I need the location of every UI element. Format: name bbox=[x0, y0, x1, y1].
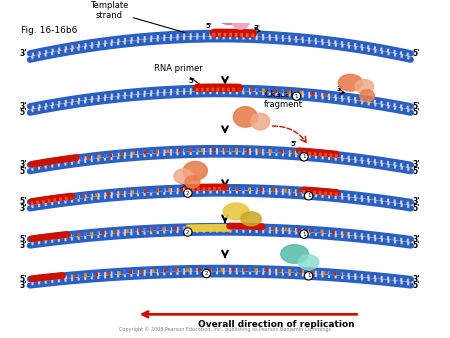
Ellipse shape bbox=[298, 255, 319, 270]
Text: 5': 5' bbox=[291, 141, 297, 147]
Text: 5': 5' bbox=[20, 108, 27, 117]
Text: 5': 5' bbox=[413, 204, 420, 213]
Text: RNA primer: RNA primer bbox=[154, 64, 203, 84]
Ellipse shape bbox=[233, 14, 249, 29]
Ellipse shape bbox=[251, 113, 270, 130]
Text: 2: 2 bbox=[186, 191, 189, 196]
Ellipse shape bbox=[234, 107, 257, 127]
Circle shape bbox=[202, 269, 211, 278]
Text: 5': 5' bbox=[20, 274, 27, 284]
Text: 3': 3' bbox=[19, 160, 27, 169]
Ellipse shape bbox=[223, 203, 249, 220]
Ellipse shape bbox=[241, 212, 261, 226]
Text: Okazaki
fragment: Okazaki fragment bbox=[264, 90, 303, 110]
Ellipse shape bbox=[355, 79, 374, 93]
Text: 1: 1 bbox=[302, 154, 306, 159]
Ellipse shape bbox=[219, 8, 239, 25]
Circle shape bbox=[305, 272, 313, 280]
Text: 5': 5' bbox=[20, 235, 27, 244]
Circle shape bbox=[300, 230, 308, 238]
Text: 5': 5' bbox=[205, 23, 212, 29]
Text: 3': 3' bbox=[19, 49, 27, 58]
Ellipse shape bbox=[338, 74, 363, 91]
Text: 3': 3' bbox=[337, 86, 343, 92]
Text: 5': 5' bbox=[413, 102, 420, 111]
Circle shape bbox=[300, 153, 308, 161]
Text: 5': 5' bbox=[413, 241, 420, 250]
Text: 2: 2 bbox=[186, 230, 189, 235]
Text: 3': 3' bbox=[413, 274, 420, 284]
Text: 5': 5' bbox=[189, 78, 195, 84]
Text: 3': 3' bbox=[254, 25, 261, 31]
Circle shape bbox=[305, 192, 313, 200]
Text: 5': 5' bbox=[413, 108, 420, 117]
Text: 1: 1 bbox=[307, 193, 310, 198]
Text: 1: 1 bbox=[295, 94, 298, 99]
Ellipse shape bbox=[174, 169, 193, 184]
Text: Copyright © 2008 Pearson Education, Inc., publishing as Pearson Benjamin Cumming: Copyright © 2008 Pearson Education, Inc.… bbox=[119, 327, 331, 332]
Text: 3': 3' bbox=[19, 241, 27, 250]
Ellipse shape bbox=[183, 162, 207, 180]
Ellipse shape bbox=[185, 176, 200, 188]
Text: Template
strand: Template strand bbox=[90, 1, 185, 33]
Circle shape bbox=[292, 92, 301, 100]
Circle shape bbox=[184, 228, 192, 236]
Text: 5': 5' bbox=[413, 49, 420, 58]
Text: 5': 5' bbox=[413, 167, 420, 176]
Text: 1: 1 bbox=[307, 273, 310, 278]
Text: 3': 3' bbox=[413, 160, 420, 169]
Text: 1: 1 bbox=[302, 232, 306, 237]
Text: 3': 3' bbox=[19, 102, 27, 111]
Text: 3': 3' bbox=[19, 281, 27, 290]
Circle shape bbox=[184, 189, 192, 197]
Text: 5': 5' bbox=[413, 281, 420, 290]
Text: 5': 5' bbox=[20, 197, 27, 207]
Text: 3': 3' bbox=[19, 204, 27, 213]
Text: 2: 2 bbox=[205, 271, 208, 276]
Ellipse shape bbox=[281, 245, 309, 263]
Text: Fig. 16-16b6: Fig. 16-16b6 bbox=[21, 26, 77, 35]
Text: 3': 3' bbox=[413, 235, 420, 244]
Text: Overall direction of replication: Overall direction of replication bbox=[198, 320, 355, 329]
Text: 5': 5' bbox=[20, 167, 27, 176]
Text: 3': 3' bbox=[413, 197, 420, 207]
Ellipse shape bbox=[360, 90, 374, 102]
